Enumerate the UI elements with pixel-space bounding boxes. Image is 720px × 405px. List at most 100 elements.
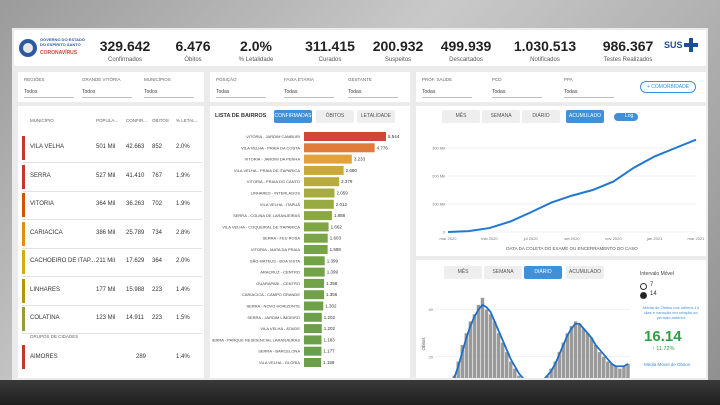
kpi-big: 16.14	[644, 328, 682, 345]
filter-dropdown[interactable]: Todos	[144, 88, 194, 98]
bar	[565, 333, 570, 378]
x-tick-label: mar 2021	[688, 236, 706, 241]
table-cell: 1.9%	[176, 201, 190, 207]
x-tick-label: jul 2020	[523, 236, 539, 241]
tab[interactable]: DIÁRIO	[522, 110, 560, 123]
bar	[581, 328, 586, 378]
trend-chart: 0 100 Mil 200 Mil 300 Mil mar 2020 mai 2020 ju…	[432, 138, 706, 251]
bar	[597, 352, 602, 378]
y-tick-label: 300 Mil	[432, 146, 445, 151]
tab[interactable]: ÓBITOS	[316, 110, 354, 123]
table-cell: 289	[136, 354, 147, 360]
bar-value-label: 1.202	[324, 315, 336, 320]
column-header: % LETAL...	[176, 118, 199, 123]
radio[interactable]	[640, 292, 647, 299]
table-cell: 734	[152, 229, 163, 236]
bar	[557, 352, 561, 378]
row-marker	[22, 221, 25, 246]
filter-dropdown[interactable]: Todas	[422, 88, 472, 98]
bar	[509, 361, 513, 378]
x-tick-label: set 2020	[564, 236, 580, 241]
bar	[304, 335, 322, 345]
filter-dropdown[interactable]: Todas	[216, 88, 266, 98]
kpi-value: 311.415	[305, 38, 355, 54]
bar	[304, 211, 332, 221]
kpi-change: ↑ 11.72%	[652, 346, 675, 352]
emblem	[23, 43, 33, 53]
filter-dropdown[interactable]: Todas	[348, 88, 398, 98]
tab[interactable]: ACUMULADO	[566, 266, 604, 279]
table-cell: 177 Mil	[96, 286, 116, 293]
kpi-label: % Letalidade	[238, 57, 274, 63]
x-tick-label: jan 2021	[646, 236, 663, 241]
bar-value-label: 1.158	[323, 360, 335, 365]
filter-dropdown[interactable]: Todas	[492, 88, 542, 98]
kpi-value: 986.367	[602, 38, 654, 54]
bar	[505, 352, 509, 378]
table-cell: 501 Mil	[96, 144, 116, 150]
daily-panel	[416, 260, 706, 378]
bar	[304, 346, 322, 356]
tab[interactable]: MÊS	[444, 266, 482, 279]
bar	[480, 297, 485, 378]
tab[interactable]: ACUMULADO	[566, 110, 604, 123]
filter-dropdown[interactable]: Todas	[284, 88, 334, 98]
tab[interactable]: DIÁRIO	[524, 266, 562, 279]
table-cell: 41.410	[126, 172, 145, 179]
table-cell: 25.789	[126, 229, 145, 236]
bar	[304, 233, 328, 243]
filter-dropdown[interactable]: Todos	[24, 88, 74, 98]
bar	[460, 345, 464, 378]
table-cell: 17.629	[126, 258, 145, 264]
bar-label: CARIACICA - CAMPO GRANDE	[242, 292, 300, 297]
kpi-label: Notificados	[530, 57, 560, 63]
tab[interactable]: SEMANA	[482, 110, 520, 123]
bar	[618, 368, 622, 378]
row-marker	[22, 136, 25, 160]
filter-dropdown[interactable]: Todos	[82, 88, 132, 98]
table-cell: LINHARES	[30, 286, 61, 293]
sus-cross	[684, 38, 698, 52]
tab[interactable]: MÊS	[442, 110, 480, 123]
column-header: CONFIR...	[126, 118, 147, 123]
logo-text: GOVERNO DO ESTADO	[40, 37, 86, 42]
bar-label: LINHARES - INTERLAGOS	[251, 191, 301, 196]
logo-text: DO ESPÍRITO SANTO	[40, 42, 81, 47]
bar-label: SERRA - JARDIM LIMOEIRO	[247, 315, 300, 320]
column-header: POPULA...	[96, 118, 119, 123]
bar	[622, 366, 626, 378]
tab[interactable]: CONFIRMADAS	[274, 110, 312, 123]
y-tick-label: 20	[429, 354, 434, 359]
bar	[304, 256, 325, 266]
bar	[304, 301, 324, 311]
table-cell: 2.0%	[176, 258, 190, 264]
bar-label: VITORIA - JARDIM CAMBURI	[246, 134, 300, 139]
bar-label: VILA VELHA - ITAPUÃ	[260, 202, 300, 207]
filter-label: PPA	[564, 77, 573, 82]
bar-value-label: 1.399	[327, 270, 339, 275]
table-cell: 1.4%	[176, 354, 190, 360]
bar	[573, 321, 578, 378]
bar	[304, 165, 344, 175]
comorbidity-button[interactable]: + COMORBIDADE	[640, 81, 697, 93]
bar	[304, 177, 340, 187]
row-marker	[22, 345, 25, 369]
bar-label: VITORIA - JARDIM DA PENHA	[245, 157, 301, 162]
table-cell: 1.9%	[176, 172, 190, 179]
kpi-label: Descartados	[449, 57, 483, 63]
bar-value-label: 1.302	[325, 304, 337, 309]
bar-label: SERRA - FEU ROSA	[262, 236, 300, 241]
tab[interactable]: LETALIDADE	[357, 110, 395, 123]
log-toggle[interactable]	[614, 113, 638, 121]
x-tick-label: mar 2020	[440, 236, 458, 241]
table-cell: 386 Mil	[96, 229, 116, 236]
table-cell: 852	[152, 144, 163, 150]
radio[interactable]	[640, 283, 647, 290]
row-divider	[22, 304, 202, 306]
bar-value-label: 1.598	[330, 247, 342, 252]
filter-label: POSIÇÃO	[216, 77, 237, 82]
bar-value-label: 1.177	[323, 349, 335, 354]
tab[interactable]: SEMANA	[484, 266, 522, 279]
bar-value-label: 2.680	[346, 168, 358, 173]
filter-dropdown[interactable]: Todas	[564, 88, 614, 98]
